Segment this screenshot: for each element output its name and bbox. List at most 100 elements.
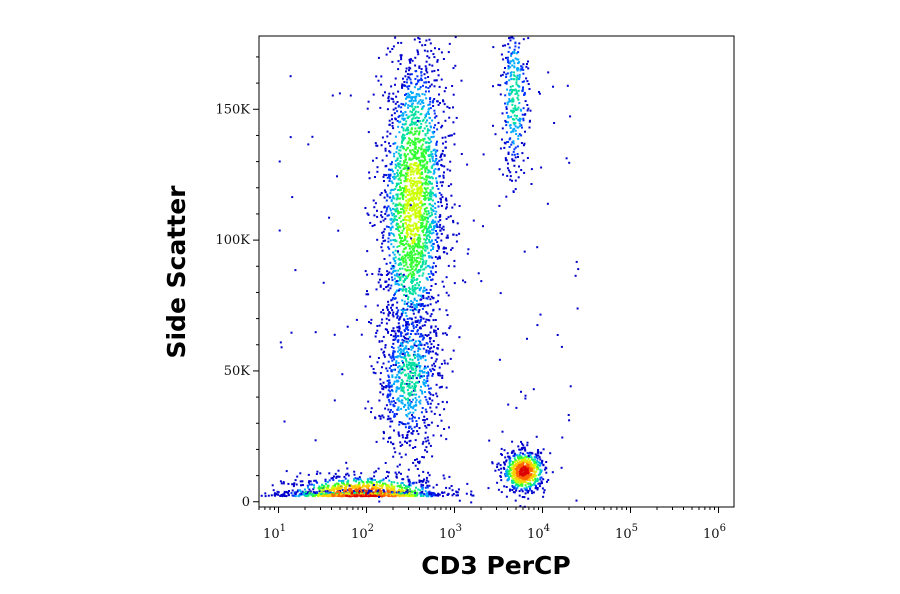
data-point [453,259,456,262]
data-point [391,491,394,494]
data-point [367,293,370,296]
data-point [403,164,406,167]
data-point [396,169,399,172]
data-point [402,478,405,481]
data-point [321,493,324,496]
data-point [512,473,515,476]
data-point [432,262,435,265]
data-point [433,169,436,172]
data-point [433,163,436,166]
data-point [382,381,385,384]
data-point [401,493,404,496]
data-point [389,228,392,231]
data-point [407,227,410,230]
data-point [419,226,422,229]
data-point [387,313,390,316]
data-point [398,421,401,423]
data-point [413,181,416,184]
data-point [417,167,420,170]
data-point [394,493,397,495]
data-point [411,59,414,62]
data-point [422,231,425,234]
data-point [414,117,417,120]
data-point [427,104,430,106]
data-point [419,161,422,164]
data-point [414,288,417,291]
data-point [381,318,384,321]
data-point [416,102,419,105]
data-point [530,477,533,479]
data-point [409,488,412,491]
data-point [385,476,387,479]
data-point [397,346,400,349]
data-point [397,275,400,278]
data-point [397,116,400,118]
data-point [421,307,424,310]
data-point [356,492,359,495]
data-point [401,232,403,234]
data-point [441,152,444,155]
data-point [325,487,328,490]
data-point [414,227,417,230]
data-point [405,81,408,84]
data-point [406,202,408,205]
data-point [366,290,368,293]
data-point [427,384,430,387]
data-point [436,353,439,356]
data-point [385,317,388,320]
data-point [384,239,387,242]
data-point [521,448,524,451]
data-point [433,225,435,228]
data-point [422,195,425,197]
data-point [411,260,414,263]
data-point [391,161,393,164]
data-point [429,350,432,353]
data-point [435,358,438,361]
data-point [403,391,406,394]
data-point [517,119,520,121]
data-point [424,262,427,264]
data-point [401,85,403,88]
data-point [407,337,410,340]
data-point [517,484,520,487]
data-point [393,175,396,178]
data-point [406,240,409,243]
data-point [334,472,337,475]
data-point [415,481,418,484]
data-point [396,379,399,382]
data-point [379,220,382,223]
data-point [406,475,409,478]
data-point [403,260,406,263]
data-point [417,137,420,140]
data-point [430,356,433,359]
data-point [525,466,528,469]
data-point [422,247,425,250]
data-point [408,491,411,494]
data-point [396,159,399,161]
data-point [401,123,404,126]
data-point [518,165,520,168]
data-point [422,160,425,162]
data-point [524,466,527,469]
data-point [537,463,540,466]
data-point [428,103,431,106]
data-point [406,224,409,227]
data-point [423,286,426,289]
data-point [404,346,407,349]
data-point [517,458,520,461]
data-point [416,191,419,194]
data-point [435,392,438,395]
data-point [422,356,425,359]
data-point [402,261,405,264]
data-point [294,479,297,482]
data-point [431,374,434,377]
data-point [300,484,302,487]
data-point [513,123,516,126]
data-point [397,431,400,434]
data-point [389,491,392,494]
data-point [517,445,520,448]
data-point [327,494,330,497]
data-point [315,481,318,484]
data-point [416,207,419,210]
data-point [411,254,414,257]
